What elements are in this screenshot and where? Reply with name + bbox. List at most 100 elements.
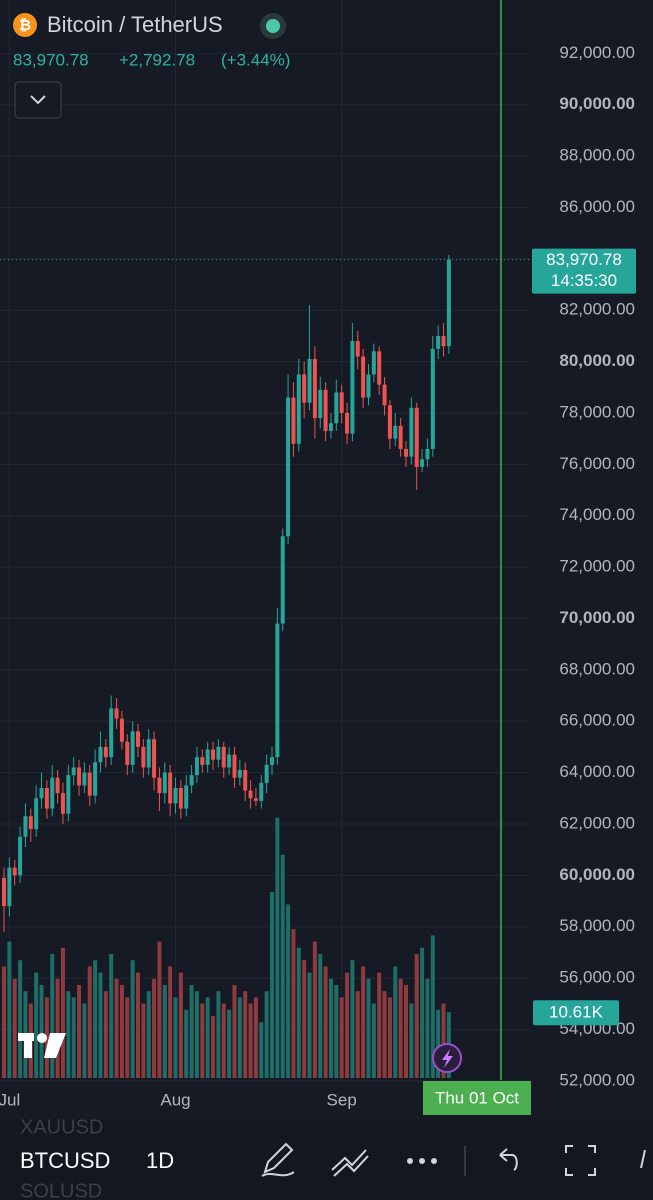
candle-body — [125, 741, 130, 765]
volume-bar — [82, 1003, 87, 1078]
candle-body — [162, 772, 167, 794]
volume-bar — [436, 1009, 441, 1078]
candle-body — [178, 787, 183, 809]
candle-body — [264, 764, 269, 783]
candle-body — [44, 787, 49, 809]
volume-label-box — [533, 1000, 619, 1026]
candle-body — [248, 790, 253, 799]
candle-body — [339, 392, 344, 413]
symbol-below[interactable]: SOLUSD — [20, 1180, 102, 1200]
volume-bar — [173, 997, 178, 1078]
chevron-icon — [30, 95, 46, 105]
candle-body — [93, 762, 98, 796]
candle-body — [296, 374, 301, 444]
volume-bar — [50, 954, 55, 1078]
undo-button[interactable] — [499, 1148, 518, 1171]
volume-bar — [237, 997, 242, 1078]
candle-body — [184, 785, 189, 809]
volume-bar — [232, 985, 237, 1078]
candle-body — [270, 757, 274, 765]
more-button[interactable] — [407, 1158, 437, 1164]
volume-bar — [2, 966, 6, 1078]
volume-bar — [7, 941, 12, 1078]
countdown-label: 14:35:30 — [551, 271, 617, 290]
volume-bar — [264, 991, 269, 1078]
candle-body — [302, 374, 307, 403]
y-tick-label: 80,000.00 — [559, 351, 635, 370]
coin-symbol: ₿ — [19, 17, 31, 34]
volume-bar — [60, 947, 65, 1078]
collapse-button[interactable] — [14, 81, 62, 119]
y-tick-label: 62,000.00 — [559, 813, 635, 832]
candle-body — [361, 356, 366, 398]
candle-body — [328, 423, 333, 431]
candle-body — [200, 757, 205, 765]
x-tick-label: Aug — [160, 1090, 190, 1109]
volume-bar — [103, 991, 108, 1078]
y-tick-label: 68,000.00 — [559, 659, 635, 678]
y-tick-label: 70,000.00 — [559, 608, 635, 627]
candle-body — [318, 389, 323, 419]
volume-bar — [345, 972, 350, 1078]
volume-bar — [77, 985, 82, 1078]
volume-bar — [371, 1003, 376, 1078]
candle-body — [130, 731, 135, 765]
candle-body — [323, 389, 328, 431]
y-tick-label: 78,000.00 — [559, 402, 635, 421]
volume-bar — [189, 985, 194, 1078]
candle-body — [441, 335, 446, 347]
trendline-tool[interactable] — [331, 1149, 369, 1177]
candle-body — [312, 359, 317, 419]
volume-bar — [87, 966, 92, 1078]
price-change: +2,792.78 — [119, 50, 195, 69]
candle-body — [291, 397, 296, 444]
candle-body — [420, 459, 425, 467]
volume-bar — [39, 985, 44, 1078]
candle-body — [446, 259, 451, 347]
symbol-above[interactable]: XAUUSD — [20, 1116, 103, 1138]
candle-body — [334, 392, 339, 424]
last-price: 83,970.78 — [13, 50, 89, 69]
fullscreen-button[interactable] — [565, 1145, 596, 1176]
next-tool[interactable] — [640, 1149, 646, 1169]
candle-body — [366, 374, 371, 398]
candle-body — [23, 816, 28, 837]
candle-body — [409, 407, 414, 457]
volume-bar — [302, 960, 307, 1078]
candle-body — [286, 397, 291, 537]
candle-body — [168, 772, 173, 804]
volume-bar — [259, 1022, 264, 1078]
symbol-select[interactable]: BTCUSD — [20, 1148, 110, 1173]
y-tick-label: 72,000.00 — [559, 557, 635, 576]
volume-bar — [398, 978, 403, 1078]
candle-body — [34, 798, 39, 830]
volume-bar — [409, 1003, 414, 1078]
candle-body — [232, 754, 237, 778]
volume-bar — [291, 929, 296, 1078]
candle-body — [50, 777, 55, 809]
volume-bar — [286, 904, 291, 1078]
candle-body — [243, 770, 248, 791]
draw-tool[interactable] — [261, 1142, 295, 1177]
y-tick-label: 64,000.00 — [559, 762, 635, 781]
candle-body — [71, 767, 76, 776]
interval-select[interactable]: 1D — [146, 1148, 174, 1173]
volume-bar — [109, 954, 114, 1078]
volume-bar — [350, 960, 355, 1078]
candle-body — [211, 749, 216, 760]
volume-bar — [152, 978, 157, 1078]
lightning-button[interactable] — [432, 1043, 462, 1073]
volume-bar — [253, 997, 258, 1078]
candle-body — [18, 836, 23, 876]
candle-body — [387, 405, 392, 439]
x-tick-label: Sep — [327, 1090, 357, 1109]
y-tick-label: 58,000.00 — [559, 916, 635, 935]
candle-layer — [2, 255, 451, 932]
price-change-percent: (+3.44%) — [221, 50, 290, 69]
volume-bar — [441, 1003, 446, 1078]
candle-body — [350, 341, 355, 434]
volume-bar — [114, 978, 119, 1078]
candle-body — [152, 739, 157, 778]
volume-bar — [382, 991, 387, 1078]
